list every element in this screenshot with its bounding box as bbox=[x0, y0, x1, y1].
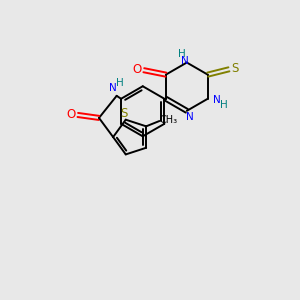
Text: O: O bbox=[133, 63, 142, 76]
Text: H: H bbox=[116, 79, 124, 88]
Text: S: S bbox=[232, 62, 239, 75]
Text: N: N bbox=[186, 112, 194, 122]
Text: H: H bbox=[178, 49, 185, 59]
Text: N: N bbox=[109, 82, 117, 93]
Text: H: H bbox=[220, 100, 228, 110]
Text: S: S bbox=[121, 107, 128, 120]
Text: CH₃: CH₃ bbox=[159, 115, 177, 125]
Text: O: O bbox=[67, 108, 76, 121]
Text: N: N bbox=[213, 95, 221, 105]
Text: N: N bbox=[182, 56, 189, 66]
